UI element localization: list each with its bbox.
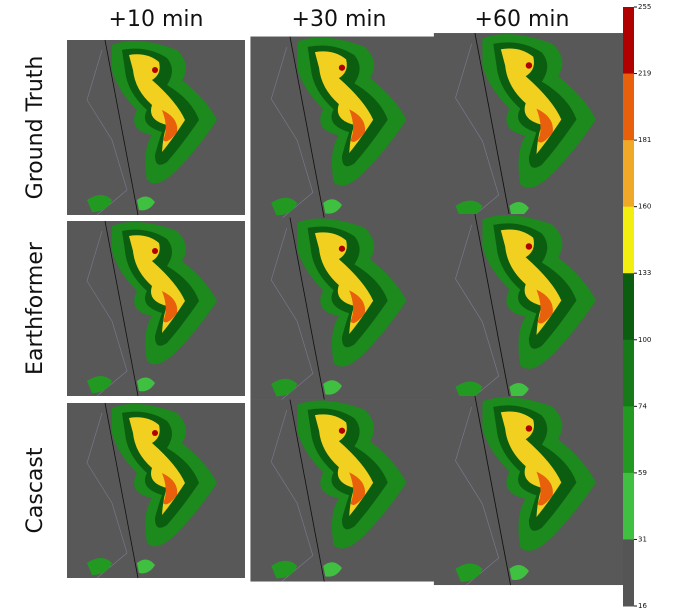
colorbar-tick-label: 59 [638,469,647,477]
colorbar-tick-label: 133 [638,269,651,277]
radar-panel [250,37,435,219]
radar-image [250,37,435,219]
radar-panel [250,400,435,582]
colorbar-tick-label: 219 [638,70,651,78]
radar-image [67,221,245,396]
radar-image [67,403,245,578]
colorbar-tick-label: 74 [638,402,647,410]
colorbar-tick-label: 16 [638,602,647,610]
column-header: +30 min [292,7,387,32]
column-header: +60 min [475,7,570,32]
row-label: Cascast [23,447,48,533]
column-header: +10 min [109,7,204,32]
radar-panel [434,33,626,222]
colorbar-segment [623,273,634,340]
colorbar-segment [623,340,634,407]
figure: +10 min +30 min +60 min Ground Truth Earthfo… [0,0,673,611]
radar-image [434,396,626,585]
colorbar-tick-label: 100 [638,336,651,344]
colorbar-segment [623,406,634,473]
colorbar-tick-label: 181 [638,136,651,144]
radar-image [434,33,626,222]
row-label: Earthformer [23,241,48,375]
radar-panel [250,218,435,400]
radar-image [250,400,435,582]
radar-image [67,40,245,215]
radar-image [250,218,435,400]
radar-panel [67,221,245,396]
colorbar-segment [623,207,634,274]
colorbar-segment [623,473,634,540]
radar-panel [434,214,626,403]
radar-panel [67,403,245,578]
radar-panel [67,40,245,215]
colorbar-segment [623,539,634,606]
radar-image [434,214,626,403]
colorbar-segment [623,140,634,207]
colorbar-segment [623,74,634,141]
colorbar-segment [623,7,634,74]
colorbar-tick-label: 31 [638,535,647,543]
colorbar-tick-label: 160 [638,203,651,211]
radar-panel [434,396,626,585]
row-label: Ground Truth [23,56,48,200]
colorbar-tick-label: 255 [638,3,651,11]
